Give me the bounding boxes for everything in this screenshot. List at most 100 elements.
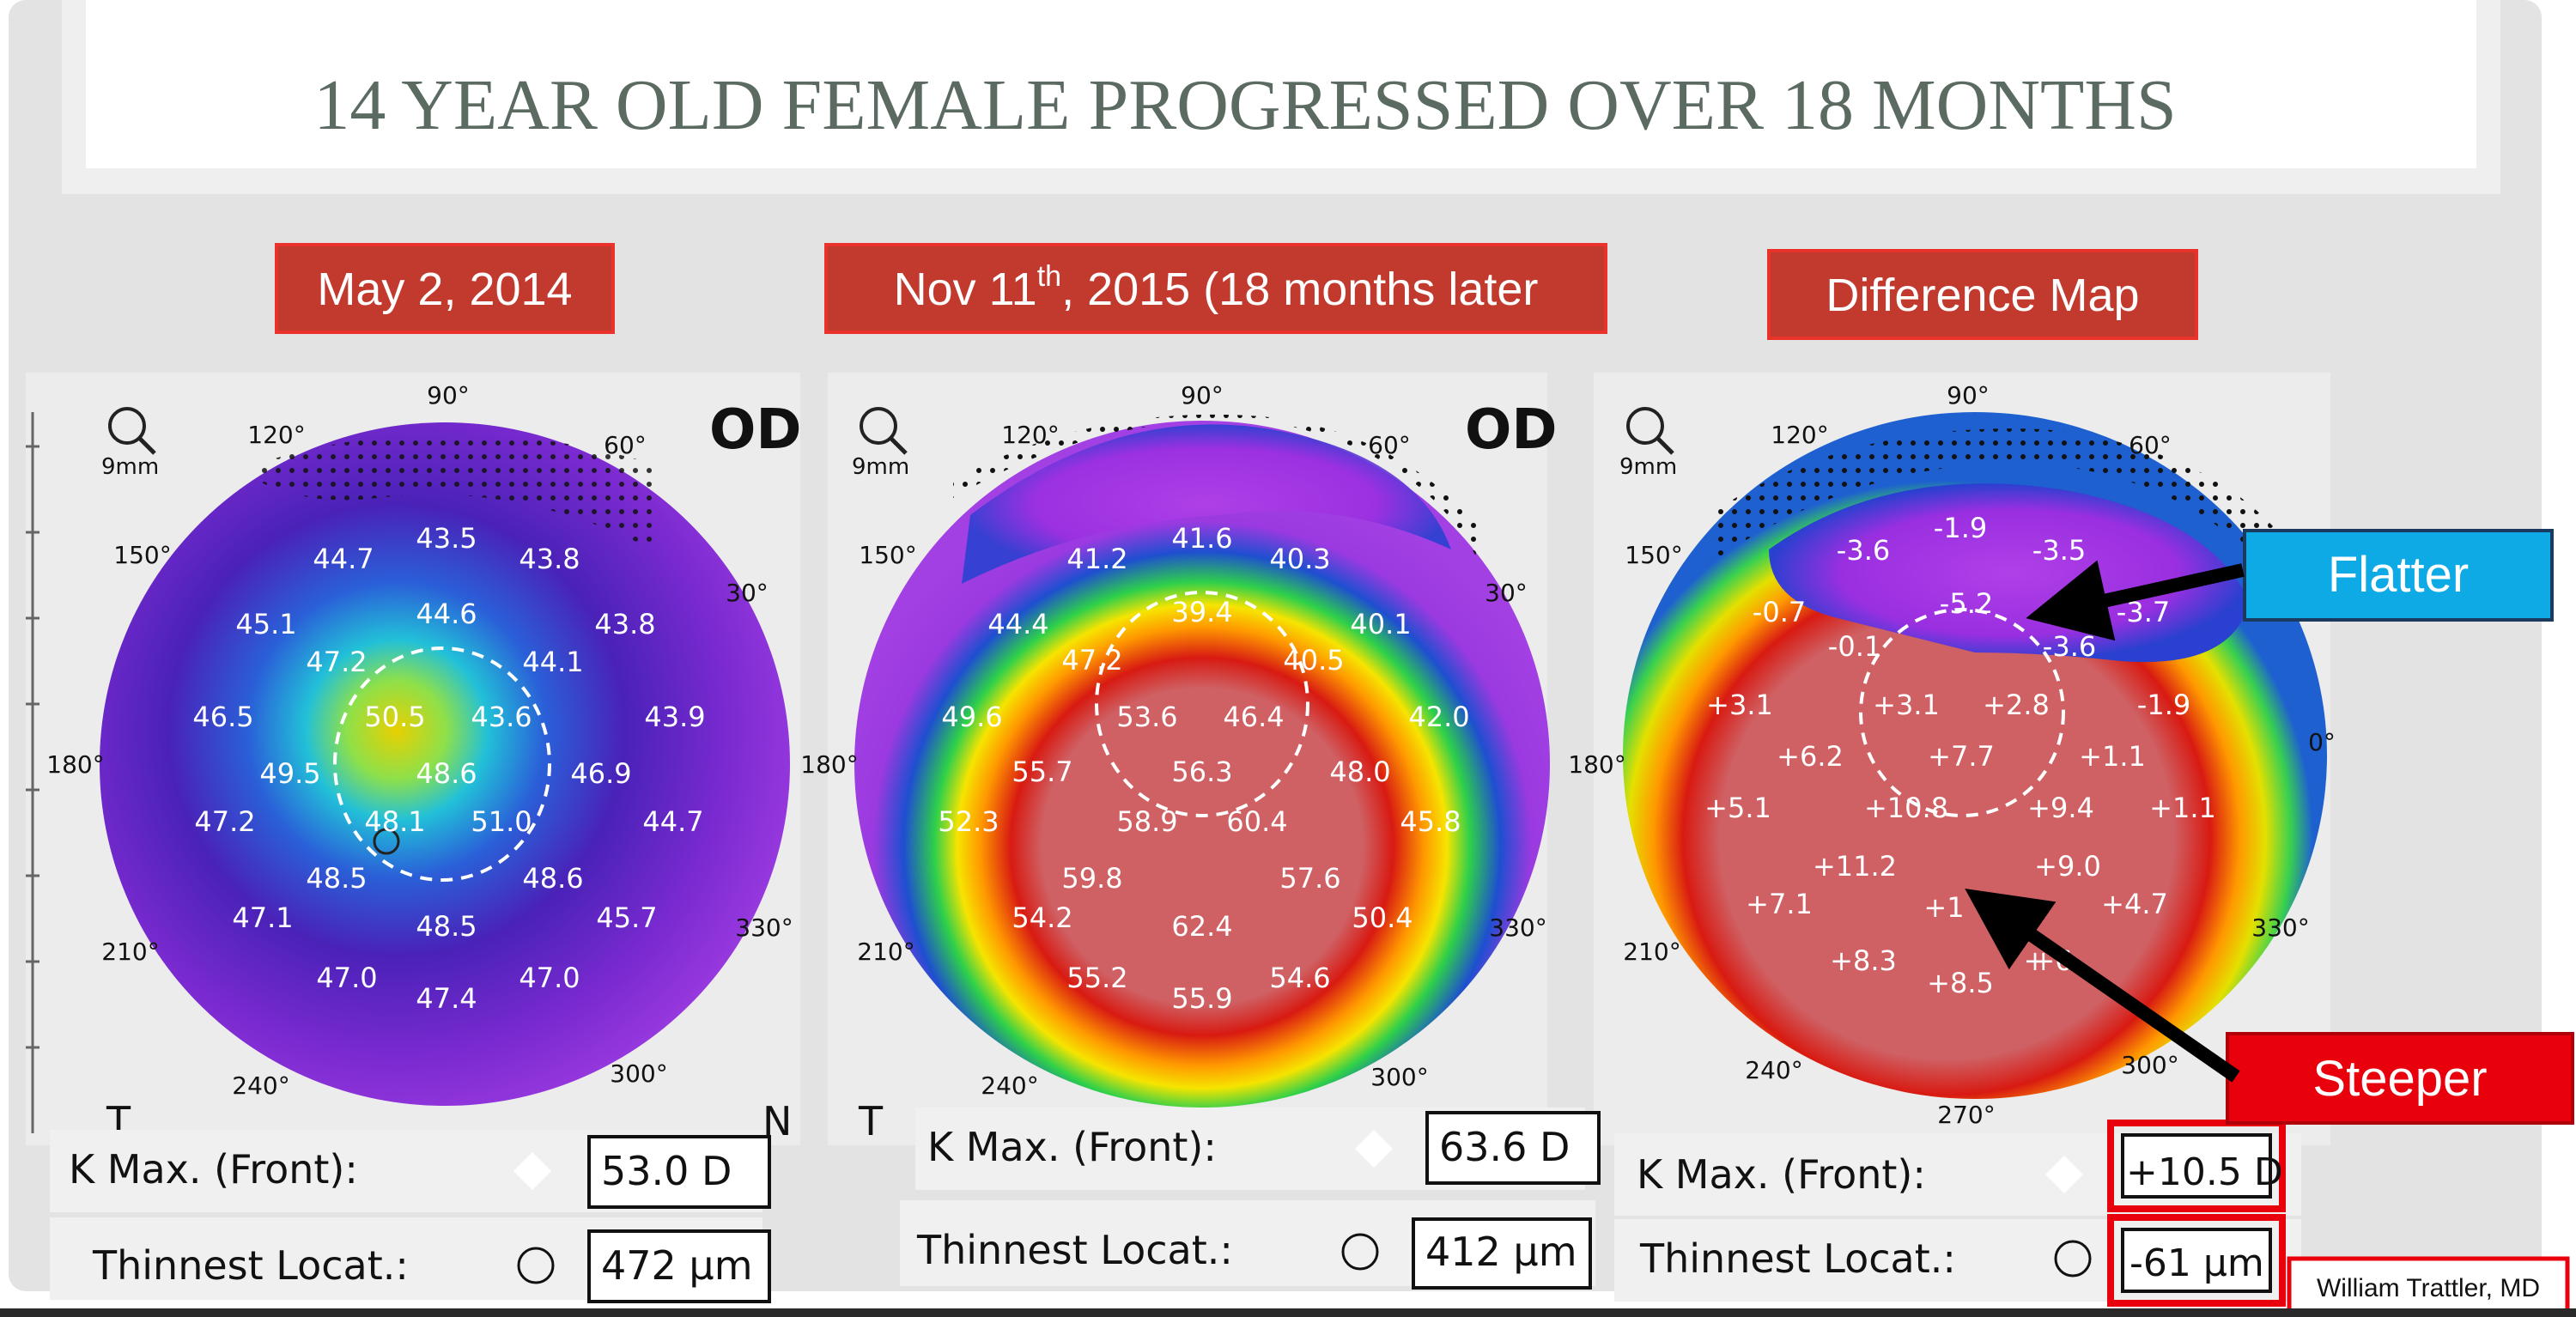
steeper-arrow <box>1965 889 2240 1083</box>
map-2-value: 41.6 <box>1171 522 1232 555</box>
map-2-zoom[interactable]: 9mm <box>852 407 909 480</box>
circle-icon <box>1341 1233 1379 1271</box>
map-2-disc <box>854 421 1550 1108</box>
map-2-value: 50.4 <box>1352 901 1413 934</box>
panel-3-kmax-highlight <box>2107 1120 2286 1212</box>
axis-label-map-1: 180° <box>46 750 104 779</box>
panel-1-kmax-value: 53.0 D <box>601 1148 732 1194</box>
axis-label-map-1: 150° <box>113 541 171 569</box>
axis-label-map-2: 120° <box>1001 421 1059 449</box>
map-2-value: 60.4 <box>1226 805 1287 838</box>
credit-text: William Trattler, MD <box>2317 1274 2540 1302</box>
map-1-value: 46.9 <box>570 757 631 790</box>
map-2-value: 41.2 <box>1066 543 1127 575</box>
map-1-value: 46.5 <box>192 701 253 733</box>
panel-1-thin-value: 472 µm <box>601 1242 753 1289</box>
map-2-value: 44.4 <box>987 608 1048 640</box>
axis-label-map-3: 150° <box>1625 541 1682 569</box>
map-3-value: +3.1 <box>1873 689 1940 721</box>
map-1-value: 45.1 <box>235 608 296 640</box>
panel-2-thin-label: Thinnest Locat.: <box>916 1227 1233 1273</box>
axis-label-map-1: 90° <box>427 381 470 410</box>
panel-1-thin-label: Thinnest Locat.: <box>92 1242 409 1289</box>
axis-label-map-3: 210° <box>1623 938 1680 966</box>
panel-3-thin-label: Thinnest Locat.: <box>1639 1235 1956 1282</box>
panel-3-label: Difference Map <box>1767 249 2198 340</box>
title-area <box>86 0 2476 168</box>
panel-3-kmax-label: K Max. (Front): <box>1637 1151 1926 1198</box>
map-1-value: 44.7 <box>642 805 703 838</box>
panel-2-label-date: Nov 11 <box>894 264 1037 315</box>
map-2-value: 57.6 <box>1279 862 1340 895</box>
panel-3-kmax-value-box <box>2121 1133 2272 1199</box>
panel-1-label-text: May 2, 2014 <box>317 264 572 315</box>
map-3-value: -3.6 <box>2043 630 2096 663</box>
panel-2-kmax-value-box <box>1425 1111 1601 1185</box>
map-1-thinnest-marker <box>373 828 400 855</box>
map-1-value: 48.5 <box>306 862 367 895</box>
axis-label-map-3: 60° <box>2129 431 2172 459</box>
map-3-value: +7.7 <box>1928 740 1995 773</box>
map-1-value: 51.0 <box>471 805 532 838</box>
axis-label-map-2: 210° <box>857 938 914 966</box>
map-2-value: 49.6 <box>941 701 1002 733</box>
axis-label-map-1: 240° <box>232 1071 289 1100</box>
map-3-value: -0.1 <box>1828 630 1881 663</box>
axis-labels: 90° 120° 60° 150° 30° 180° 210° 330° 240° 300° 90°… <box>46 381 2336 1129</box>
map-3-value: +4.7 <box>2101 888 2168 920</box>
map-2-value: 53.6 <box>1116 701 1177 733</box>
map-1-zoom[interactable]: 9mm <box>101 407 159 480</box>
map-3-value: -3.5 <box>2032 534 2086 567</box>
map-1-value: 47.2 <box>194 805 255 838</box>
diamond-icon <box>2045 1156 2083 1193</box>
map-2-pupil-ring <box>1095 591 1309 817</box>
map-2-value: 39.4 <box>1171 596 1232 628</box>
axis-label-map-3: 330° <box>2251 913 2309 942</box>
map-3-value: +2.8 <box>1983 689 2050 721</box>
map-1-value: 45.7 <box>596 901 657 934</box>
map-3-zoom[interactable]: 9mm <box>1619 407 1677 480</box>
map-2-value: 40.3 <box>1269 543 1330 575</box>
map-3-value: -5.2 <box>1940 587 1993 620</box>
map-1 <box>100 422 790 1106</box>
panel-3-label-text: Difference Map <box>1826 270 2139 321</box>
credit-box <box>2287 1256 2570 1316</box>
map-2-value: 59.8 <box>1061 862 1122 895</box>
map-3-value: +6.2 <box>1777 740 1844 773</box>
magnifier-icon <box>860 407 897 445</box>
map-2-eye: OD <box>1465 398 1558 462</box>
flatter-arrow <box>2026 560 2245 641</box>
map-1-value: 43.5 <box>416 522 477 555</box>
diamond-icon <box>1355 1130 1393 1168</box>
flatter-callout: Flatter <box>2243 529 2554 622</box>
panel-2-label-rest: , 2015 (18 months later <box>1061 264 1538 315</box>
panel-3-thin-value-box <box>2121 1228 2272 1293</box>
panel-2-kmax-label: K Max. (Front): <box>927 1124 1217 1170</box>
map-3-value: -3.6 <box>1837 534 1890 567</box>
panel-2-label: Nov 11th, 2015 (18 months later <box>824 243 1607 334</box>
map-1-value: 48.1 <box>364 805 425 838</box>
axis-label-map-1: 60° <box>604 431 647 459</box>
map-3-value: -0.7 <box>1753 596 1806 628</box>
map-3-zoom-text: 9mm <box>1619 454 1677 480</box>
map-1-value: 47.2 <box>306 646 367 678</box>
panel-1-kmax-label: K Max. (Front): <box>69 1146 358 1193</box>
map-3-value: +11.2 <box>1813 850 1897 883</box>
map-1-value: 49.5 <box>259 757 320 790</box>
map-2-value: 40.1 <box>1350 608 1411 640</box>
map-2-value: 45.8 <box>1400 805 1461 838</box>
panel-2-kmax-value: 63.6 D <box>1439 1124 1570 1170</box>
map-1-value: 48.5 <box>416 910 477 943</box>
map-1-value: 44.6 <box>416 598 477 630</box>
map-2-values: 41.2 41.6 40.3 44.4 39.4 40.1 47.2 40.5 49.6 53.6… <box>938 522 1469 1015</box>
axis-label-map-1: 330° <box>735 913 793 942</box>
axis-label-map-3: 180° <box>1568 750 1625 779</box>
bottom-border <box>0 1308 2576 1317</box>
map-2-value: 40.5 <box>1283 644 1344 677</box>
map-1-dotted-region <box>258 434 653 549</box>
map-1-value: 43.8 <box>519 543 580 575</box>
map-1-values: 43.5 44.7 43.8 45.1 44.6 43.8 47.2 44.1 46.5 50.5… <box>192 522 705 1015</box>
panel-1-kmax-value-box <box>587 1135 771 1209</box>
map-3-value: +3.1 <box>1706 689 1773 721</box>
